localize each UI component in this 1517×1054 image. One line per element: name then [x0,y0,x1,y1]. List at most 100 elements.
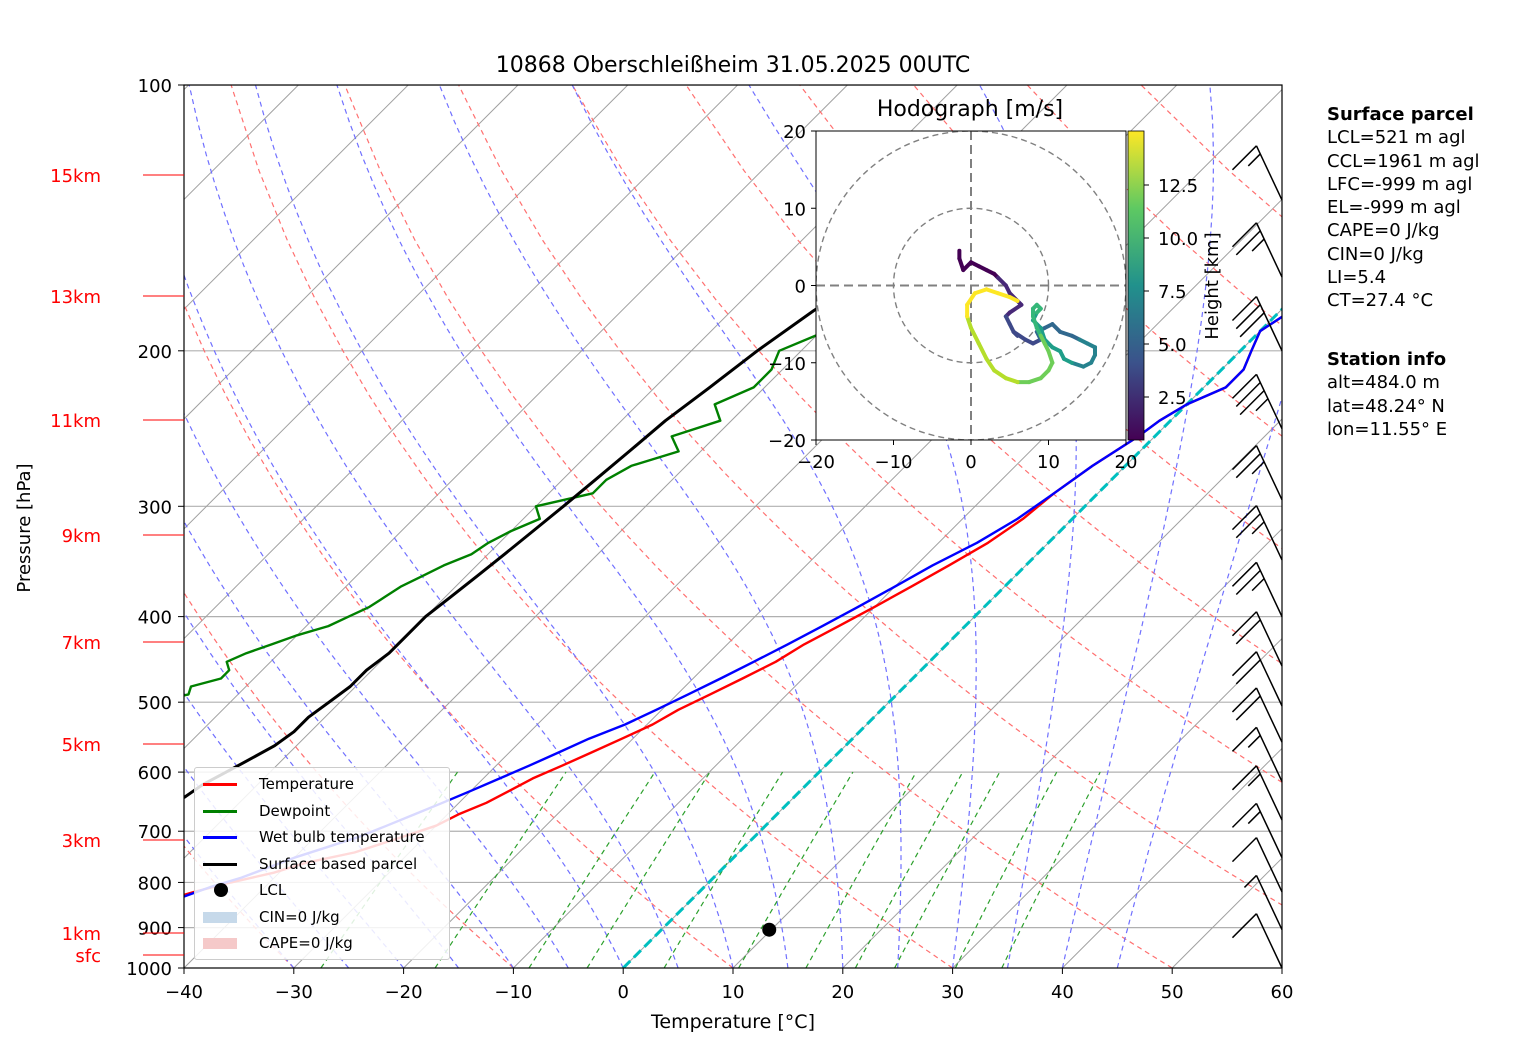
barb-staff [1255,726,1283,782]
isotherm [184,85,848,750]
mixing-ratio-line [854,771,964,968]
y-tick-label: 600 [138,763,172,784]
isotherm [732,418,1282,968]
hodograph-x-tick-label: 20 [1115,452,1138,473]
legend-key [203,854,239,874]
mixing-ratio-line [954,771,1058,968]
colorbar-tick-label: 12.5 [1158,176,1198,197]
barb-full [1231,611,1257,637]
legend-label: LCL [259,881,287,899]
colorbar-tick-label: 10.0 [1158,229,1198,250]
barb-full [1235,619,1261,645]
y-tick-label: 500 [138,693,172,714]
barb-staff [1255,803,1283,858]
colorbar-tick-label: 7.5 [1158,282,1187,303]
isotherm [1062,747,1282,968]
barb-full [1231,505,1257,531]
wind-barb [1231,145,1283,201]
barb-full [1235,569,1261,596]
barb-staff [1255,611,1283,667]
barb-half [1247,734,1261,748]
x-axis-ticks: −40 −30 −20 −10 0 10 20 30 40 50 60 [165,968,1293,1003]
hodograph-segment [996,291,1012,300]
x-tick-label: 10 [722,982,745,1003]
mixing-ratio-line [894,771,1001,968]
legend-item: LCL [203,880,286,900]
barb-half [1251,461,1265,475]
x-axis-label: Temperature [°C] [650,1011,815,1033]
parcel-lcl: LCL=521 m agl [1327,127,1466,149]
hodograph-segment [976,341,989,361]
isotherm [184,85,519,420]
barb-staff [1255,562,1283,617]
isotherm [184,85,409,310]
legend-item: Dewpoint [203,801,330,821]
legend-label: CIN=0 J/kg [259,907,340,926]
legend-item: Surface based parcel [203,854,417,874]
barb-full [1231,561,1257,587]
barb-full [1231,726,1257,752]
barb-full [1235,695,1261,721]
parcel-li: LI=5.4 [1327,267,1387,289]
x-tick-label: −30 [275,982,313,1003]
legend-key [203,933,239,953]
height-tick-label: 5km [62,735,101,756]
y-tick-label: 900 [138,919,172,940]
parcel-ct: CT=27.4 °C [1327,290,1434,312]
barb-staff [1255,505,1283,561]
moist-adiabat [1116,395,1282,968]
isotherm [184,85,738,640]
barb-staff [1255,296,1283,352]
wind-barb [1231,561,1283,617]
barb-full [1235,513,1261,539]
surface-parcel-panel: Surface parcel LCL=521 m agl CCL=1961 m … [1327,103,1480,313]
chart-title: 10868 Oberschleißheim 31.05.2025 00UTC [496,53,971,78]
hodograph-x-tick-label: −10 [875,452,913,473]
legend-key [203,827,239,847]
legend-key [203,907,239,927]
mixing-ratio-line [528,771,656,968]
wind-barb [1231,295,1283,352]
barb-full [1231,295,1257,322]
legend-item: Temperature [203,774,354,794]
hodograph-x-tick-label: 10 [1037,452,1060,473]
barb-full [1231,837,1257,863]
mixing-ratio-line [805,771,917,968]
wind-barb [1231,611,1283,667]
height-tick-label: sfc [75,946,101,967]
barb-full [1231,687,1257,713]
hodograph-segment [1003,376,1020,385]
x-tick-label: 40 [1051,982,1074,1003]
barb-full [1231,765,1257,791]
barb-full [1231,913,1257,939]
barb-staff [1255,765,1283,821]
wind-barb [1231,837,1283,893]
x-tick-label: −40 [165,982,203,1003]
hodograph-segment [1011,329,1028,342]
hodograph-segment [1038,325,1047,342]
barb-staff [1255,374,1283,429]
mixing-ratio-line [586,771,711,968]
x-tick-label: 0 [617,982,628,1003]
legend-key [203,880,239,900]
y-axis-label: Pressure [hPa] [14,463,35,592]
legend: Temperature Dewpoint Wet bulb temperature S… [194,767,450,960]
barb-staff [1255,837,1283,893]
hodograph-segment [972,287,989,296]
parcel-cin: CIN=0 J/kg [1327,243,1424,265]
barb-full [1235,381,1261,408]
dry-adiabat [344,85,1173,968]
height-tick-label: 3km [62,831,101,852]
mixing-ratio-line [434,771,567,968]
isotherm [842,528,1282,968]
barb-half [1247,773,1261,787]
wind-barb [1231,726,1283,782]
height-tick-label: 11km [50,411,101,432]
y-axis-ticks: 100 200 300 400 500 600 700 800 900 1000 [126,76,184,980]
barb-half [1247,153,1261,167]
barb-full [1235,659,1261,685]
y-tick-label: 200 [138,342,172,363]
legend-item: CIN=0 J/kg [203,907,340,927]
colorbar-label: Height [km] [1202,232,1223,339]
